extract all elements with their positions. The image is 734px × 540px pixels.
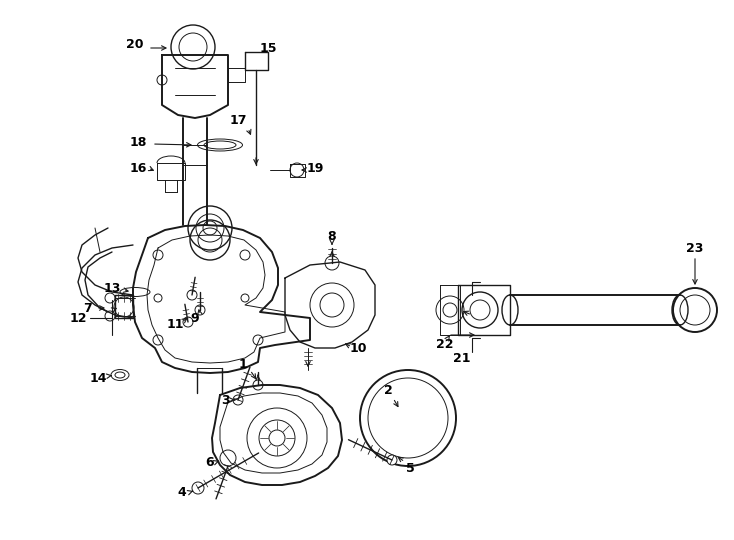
Text: 13: 13 <box>103 281 120 294</box>
Text: 17: 17 <box>229 113 247 126</box>
Circle shape <box>105 311 115 321</box>
Text: 10: 10 <box>349 341 367 354</box>
Text: 18: 18 <box>129 136 147 148</box>
Text: 19: 19 <box>306 161 324 174</box>
Circle shape <box>183 317 193 327</box>
Text: 21: 21 <box>454 352 470 365</box>
Text: 6: 6 <box>206 456 214 469</box>
Circle shape <box>187 290 197 300</box>
Circle shape <box>325 256 339 270</box>
Circle shape <box>253 380 263 390</box>
Circle shape <box>195 305 205 315</box>
Text: 5: 5 <box>406 462 415 475</box>
Text: 7: 7 <box>84 301 92 314</box>
Circle shape <box>387 455 397 465</box>
Text: 2: 2 <box>384 383 393 396</box>
Circle shape <box>233 395 243 405</box>
Text: 3: 3 <box>221 394 229 407</box>
Text: 9: 9 <box>191 312 200 325</box>
Text: 4: 4 <box>178 485 186 498</box>
Circle shape <box>157 75 167 85</box>
Text: 12: 12 <box>69 312 87 325</box>
Text: 11: 11 <box>166 319 184 332</box>
Text: 1: 1 <box>239 359 247 372</box>
Circle shape <box>105 293 115 303</box>
Text: 15: 15 <box>259 42 277 55</box>
Text: 16: 16 <box>129 161 147 174</box>
Text: 8: 8 <box>327 231 336 244</box>
Text: 20: 20 <box>126 38 144 51</box>
Circle shape <box>192 482 204 494</box>
Text: 22: 22 <box>436 339 454 352</box>
Text: 23: 23 <box>686 241 704 254</box>
Text: 14: 14 <box>90 372 106 384</box>
